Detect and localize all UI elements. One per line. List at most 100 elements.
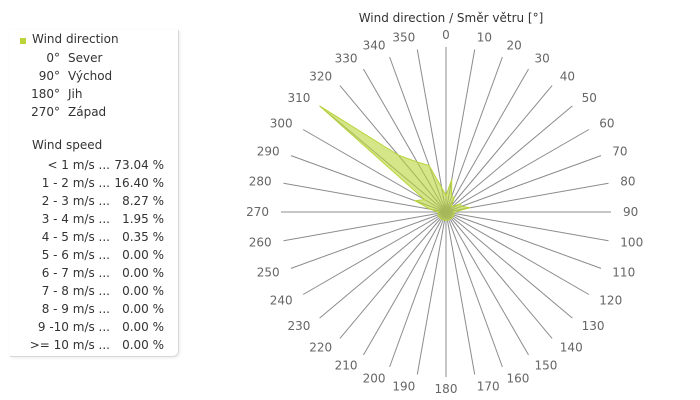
angle-tick-label: 70 <box>612 145 627 159</box>
grid-spoke <box>283 182 447 213</box>
chart-title: Wind direction / Směr větru [°] <box>359 11 544 25</box>
angle-tick-label: 0 <box>442 28 450 42</box>
speed-range: 2 - 3 m/s ... <box>41 194 110 208</box>
angle-tick-label: 10 <box>477 31 492 45</box>
angle-tick-label: 280 <box>249 174 272 188</box>
wind-speed-title: Wind speed <box>32 138 103 152</box>
speed-row: 2 - 3 m/s ... 8.27 % <box>10 192 170 210</box>
grid-spoke <box>445 68 529 213</box>
angle-tick-label: 240 <box>270 294 293 308</box>
grid-spoke <box>445 211 590 295</box>
speed-range: 7 - 8 m/s ... <box>41 284 110 298</box>
speed-value: 73.04 % <box>114 158 164 172</box>
speed-range: 3 - 4 m/s ... <box>41 212 110 226</box>
angle-tick-label: 160 <box>507 371 530 385</box>
grid-spoke <box>445 155 602 213</box>
speed-value: 0.00 % <box>122 302 164 316</box>
speed-row: 6 - 7 m/s ... 0.00 % <box>10 264 170 282</box>
series-swatch[interactable] <box>20 38 26 44</box>
angle-tick-label: 130 <box>582 319 605 333</box>
direction-name: Sever <box>68 51 103 65</box>
angle-tick-label: 210 <box>335 358 358 372</box>
angle-tick-label: 290 <box>257 145 280 159</box>
grid-spoke <box>445 211 503 368</box>
angle-tick-label: 330 <box>335 52 358 66</box>
grid-spoke <box>445 211 529 356</box>
series-layer <box>319 105 471 221</box>
direction-name: Jih <box>68 87 83 101</box>
grid-spoke <box>445 56 503 213</box>
speed-range: 6 - 7 m/s ... <box>41 266 110 280</box>
speed-value: 1.95 % <box>122 212 164 226</box>
angle-tick-label: 270 <box>246 205 269 219</box>
grid-spoke <box>283 211 447 242</box>
direction-name: Východ <box>68 69 113 83</box>
angle-tick-label: 170 <box>477 379 500 393</box>
speed-range: 5 - 6 m/s ... <box>41 248 110 262</box>
angle-tick-label: 150 <box>535 358 558 372</box>
speed-row: < 1 m/s ... 73.04 % <box>10 156 170 174</box>
speed-row: 7 - 8 m/s ... 0.00 % <box>10 282 170 300</box>
speed-row: 1 - 2 m/s ... 16.40 % <box>10 174 170 192</box>
grid-spoke <box>445 211 573 319</box>
angle-tick-label: 40 <box>560 69 575 83</box>
angle-tick-label: 350 <box>392 31 415 45</box>
angle-tick-label: 260 <box>249 236 272 250</box>
legend-panel: Wind direction 0° Sever 90° Východ 180° … <box>10 30 179 357</box>
angle-tick-label: 50 <box>582 91 597 105</box>
legend-series-label[interactable]: Wind direction <box>32 32 119 46</box>
angle-tick-label: 100 <box>620 236 643 250</box>
grid-spoke <box>302 211 447 295</box>
direction-degree: 270° <box>31 105 60 119</box>
speed-range: 8 - 9 m/s ... <box>41 302 110 316</box>
speed-value: 0.00 % <box>122 248 164 262</box>
angle-tick-label: 340 <box>363 39 386 53</box>
speed-row: >= 10 m/s ... 0.00 % <box>10 336 170 354</box>
angle-tick-label: 320 <box>309 69 332 83</box>
speed-range: 1 - 2 m/s ... <box>41 176 110 190</box>
speed-row: 8 - 9 m/s ... 0.00 % <box>10 300 170 318</box>
angle-tick-label: 250 <box>257 266 280 280</box>
grid-spoke <box>445 211 553 339</box>
angle-tick-label: 230 <box>287 319 310 333</box>
direction-degree: 0° <box>46 51 60 65</box>
speed-range: >= 10 m/s ... <box>29 338 110 352</box>
grid-spoke <box>389 211 447 368</box>
speed-value: 0.00 % <box>122 320 164 334</box>
angle-tick-label: 310 <box>287 91 310 105</box>
grid-spoke <box>445 182 609 213</box>
grid-spoke <box>290 211 447 269</box>
angle-tick-label: 180 <box>435 382 458 396</box>
grid-spoke <box>319 211 447 319</box>
angle-tick-label: 110 <box>612 266 635 280</box>
grid-spoke <box>339 211 447 339</box>
speed-row: 5 - 6 m/s ... 0.00 % <box>10 246 170 264</box>
grid-spoke <box>363 211 447 356</box>
grid-spoke <box>445 85 553 213</box>
grid-spoke <box>445 105 573 213</box>
radial-grid <box>281 47 611 377</box>
speed-range: < 1 m/s ... <box>47 158 110 172</box>
direction-degree: 180° <box>31 87 60 101</box>
grid-spoke <box>302 129 447 213</box>
grid-spoke <box>416 49 447 213</box>
speed-value: 0.00 % <box>122 266 164 280</box>
speed-value: 8.27 % <box>122 194 164 208</box>
angle-tick-label: 80 <box>620 174 635 188</box>
speed-row: 4 - 5 m/s ... 0.35 % <box>10 228 170 246</box>
series-area[interactable] <box>319 105 471 221</box>
grid-spoke <box>445 211 476 375</box>
grid-spoke <box>416 211 447 375</box>
angle-tick-label: 30 <box>535 52 550 66</box>
direction-name: Západ <box>68 105 107 119</box>
direction-degree: 90° <box>38 69 60 83</box>
angle-tick-label: 90 <box>623 205 638 219</box>
angle-tick-label: 200 <box>363 371 386 385</box>
grid-spoke <box>445 211 602 269</box>
grid-spoke <box>445 211 609 242</box>
speed-row: 3 - 4 m/s ... 1.95 % <box>10 210 170 228</box>
angle-tick-label: 190 <box>392 379 415 393</box>
angle-tick-label: 60 <box>599 117 614 131</box>
